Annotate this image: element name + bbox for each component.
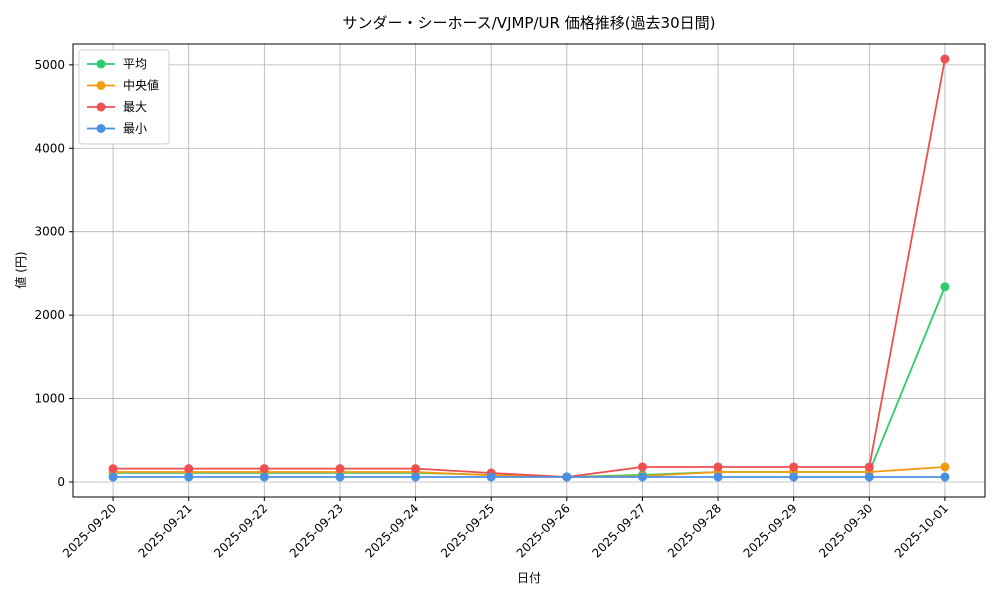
data-point [184, 464, 194, 474]
legend-marker [96, 102, 106, 112]
legend-label: 中央値 [123, 78, 159, 93]
data-point [184, 472, 194, 482]
data-point [335, 472, 345, 482]
data-point [562, 472, 572, 482]
data-point [713, 472, 723, 482]
data-point [940, 472, 950, 482]
y-tick-label: 1000 [34, 392, 65, 406]
y-tick-label: 0 [57, 475, 65, 489]
y-tick-label: 2000 [34, 308, 65, 322]
data-point [940, 462, 950, 472]
legend-marker [96, 81, 106, 90]
plot-frame [72, 43, 986, 498]
chart-title: サンダー・シーホース/VJMP/UR 価格推移(過去30日間) [343, 14, 716, 32]
legend-marker [96, 124, 106, 133]
data-point [486, 472, 496, 482]
data-point [411, 464, 421, 474]
legend-box [78, 49, 170, 145]
data-point [637, 472, 647, 482]
legend-label: 平均 [123, 57, 147, 71]
y-tick-label: 5000 [34, 58, 65, 72]
data-point [713, 462, 723, 472]
data-point [940, 282, 950, 292]
series-line [113, 58, 946, 478]
data-point [940, 54, 950, 64]
data-point [789, 472, 799, 482]
y-tick-label: 4000 [34, 141, 65, 155]
legend-marker [96, 59, 106, 69]
y-axis-label: 値 (円) [13, 251, 28, 288]
legend-label: 最小 [123, 122, 147, 136]
y-tick-label: 3000 [34, 225, 65, 239]
data-point [637, 462, 647, 472]
data-point [789, 462, 799, 472]
data-point [864, 462, 874, 472]
x-axis-label: 日付 [517, 571, 541, 585]
data-point [411, 472, 421, 482]
data-point [108, 472, 118, 482]
data-point [108, 464, 118, 474]
data-point [864, 472, 874, 482]
data-point [259, 472, 269, 482]
legend-label: 最大 [123, 100, 147, 114]
data-point [335, 464, 345, 474]
data-point [259, 464, 269, 474]
